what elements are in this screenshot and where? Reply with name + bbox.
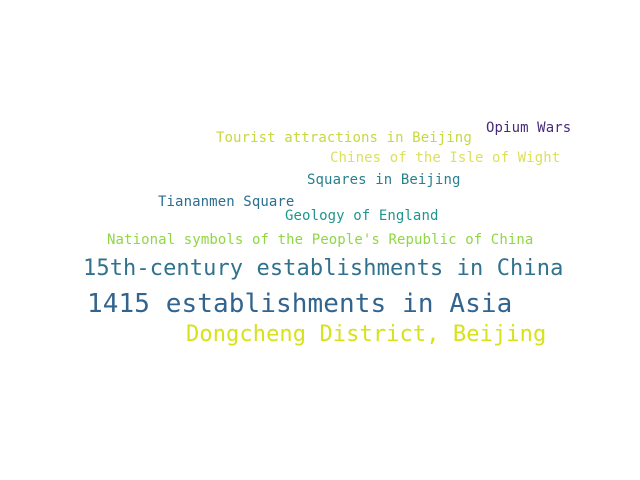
word-15th-century-establishments: 15th-century establishments in China [83,256,564,281]
word-national-symbols: National symbols of the People's Republi… [107,232,534,248]
word-dongcheng-district: Dongcheng District, Beijing [186,322,547,347]
word-1415-establishments-in-asia: 1415 establishments in Asia [87,289,513,319]
word-squares-in-beijing: Squares in Beijing [307,172,461,188]
word-geology-of-england: Geology of England [285,208,439,224]
word-tourist-attractions-in-beijing: Tourist attractions in Beijing [216,130,472,146]
word-opium-wars: Opium Wars [486,120,572,136]
word-tiananmen-square: Tiananmen Square [158,194,295,210]
word-chines-of-the-isle-of-wight: Chines of the Isle of Wight [330,150,561,166]
